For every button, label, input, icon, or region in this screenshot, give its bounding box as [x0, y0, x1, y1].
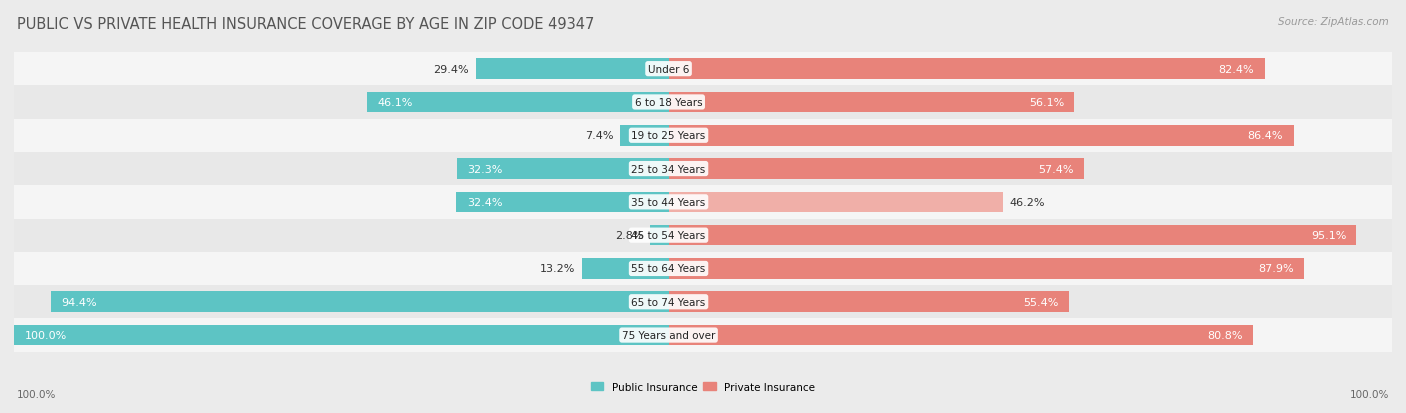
Text: 57.4%: 57.4%: [1038, 164, 1073, 174]
Bar: [14, 252, 1392, 285]
Text: 35 to 44 Years: 35 to 44 Years: [631, 197, 706, 207]
Text: 29.4%: 29.4%: [433, 64, 470, 74]
Bar: [457, 192, 669, 213]
Text: 25 to 34 Years: 25 to 34 Years: [631, 164, 706, 174]
Text: 19 to 25 Years: 19 to 25 Years: [631, 131, 706, 141]
Text: 56.1%: 56.1%: [1029, 98, 1064, 108]
Bar: [14, 86, 1392, 119]
Text: 32.3%: 32.3%: [467, 164, 503, 174]
Bar: [14, 152, 1392, 186]
Text: PUBLIC VS PRIVATE HEALTH INSURANCE COVERAGE BY AGE IN ZIP CODE 49347: PUBLIC VS PRIVATE HEALTH INSURANCE COVER…: [17, 17, 595, 31]
Bar: [14, 53, 1392, 86]
Text: 46.2%: 46.2%: [1010, 197, 1045, 207]
Bar: [650, 225, 669, 246]
Bar: [14, 319, 1392, 352]
Text: 2.8%: 2.8%: [614, 230, 644, 241]
Text: 94.4%: 94.4%: [60, 297, 97, 307]
Bar: [669, 325, 1253, 346]
Bar: [367, 93, 669, 113]
Text: 75 Years and over: 75 Years and over: [621, 330, 716, 340]
Text: 65 to 74 Years: 65 to 74 Years: [631, 297, 706, 307]
Text: 86.4%: 86.4%: [1247, 131, 1284, 141]
Text: 45 to 54 Years: 45 to 54 Years: [631, 230, 706, 241]
Bar: [14, 186, 1392, 219]
Text: 100.0%: 100.0%: [24, 330, 66, 340]
Legend: Public Insurance, Private Insurance: Public Insurance, Private Insurance: [586, 377, 820, 396]
Text: 95.1%: 95.1%: [1310, 230, 1346, 241]
Text: 13.2%: 13.2%: [540, 264, 575, 274]
Bar: [669, 126, 1294, 146]
Text: 87.9%: 87.9%: [1258, 264, 1294, 274]
Text: 55.4%: 55.4%: [1024, 297, 1059, 307]
Text: 100.0%: 100.0%: [17, 389, 56, 399]
Bar: [669, 259, 1305, 279]
Bar: [457, 159, 669, 179]
Bar: [582, 259, 669, 279]
Text: 7.4%: 7.4%: [585, 131, 613, 141]
Bar: [669, 159, 1084, 179]
Bar: [620, 126, 669, 146]
Text: Source: ZipAtlas.com: Source: ZipAtlas.com: [1278, 17, 1389, 26]
Bar: [14, 119, 1392, 152]
Bar: [669, 59, 1264, 80]
Bar: [669, 93, 1074, 113]
Bar: [669, 225, 1357, 246]
Text: 82.4%: 82.4%: [1219, 64, 1254, 74]
Text: 100.0%: 100.0%: [1350, 389, 1389, 399]
Bar: [14, 325, 669, 346]
Text: Under 6: Under 6: [648, 64, 689, 74]
Bar: [477, 59, 669, 80]
Text: 80.8%: 80.8%: [1208, 330, 1243, 340]
Bar: [669, 292, 1070, 312]
Text: 6 to 18 Years: 6 to 18 Years: [634, 98, 703, 108]
Bar: [14, 285, 1392, 319]
Bar: [14, 219, 1392, 252]
Text: 32.4%: 32.4%: [467, 197, 502, 207]
Bar: [669, 192, 1002, 213]
Text: 46.1%: 46.1%: [377, 98, 412, 108]
Bar: [51, 292, 669, 312]
Text: 55 to 64 Years: 55 to 64 Years: [631, 264, 706, 274]
